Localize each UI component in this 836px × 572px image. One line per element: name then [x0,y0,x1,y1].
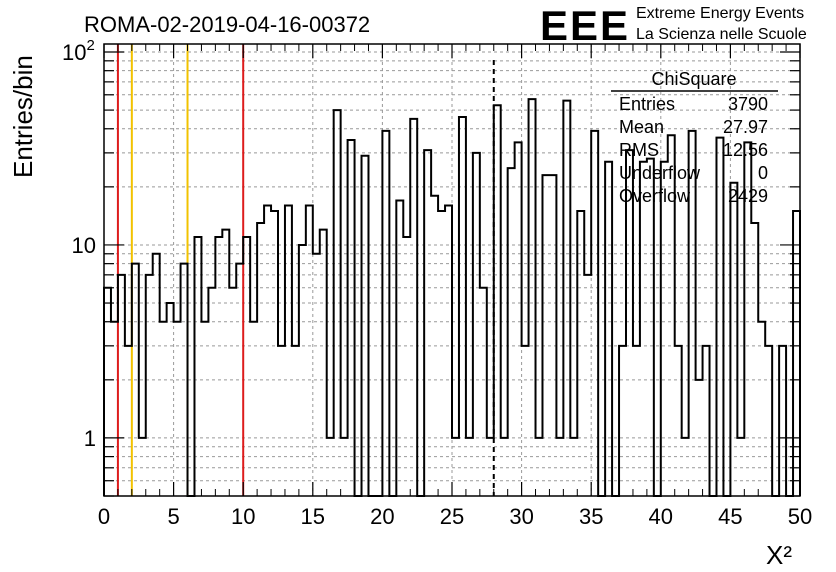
x-tick-label: 30 [509,504,533,529]
x-tick-label: 25 [440,504,464,529]
x-tick-label: 20 [370,504,394,529]
stats-box: ChiSquare Entries 3790 Mean 27.97 RMS 12… [611,69,778,206]
stats-value-mean: 27.97 [723,117,768,137]
stats-value-underflow: 0 [758,163,768,183]
stats-label-overflow: Overflow [619,186,691,206]
eee-logo-mark: EEE [540,2,630,49]
x-tick-label: 5 [167,504,179,529]
eee-logo: EEE Extreme Energy Events La Scienza nel… [540,2,807,49]
y-tick-label: 1 [84,426,96,451]
stats-label-rms: RMS [619,140,659,160]
y-tick-label: 10 [72,233,96,258]
stats-title: ChiSquare [651,69,736,89]
y-tick-label: 102 [62,37,95,65]
stats-label-mean: Mean [619,117,664,137]
x-tick-label: 45 [718,504,742,529]
x-tick-label: 15 [301,504,325,529]
chart-title: ROMA-02-2019-04-16-00372 [84,12,370,37]
x-tick-label: 35 [579,504,603,529]
x-tick-label: 0 [98,504,110,529]
y-axis-label: Entries/bin [8,55,38,178]
x-tick-label: 10 [231,504,255,529]
histogram-outline [103,98,801,497]
x-tick-label: 40 [649,504,673,529]
stats-label-underflow: Underflow [619,163,701,183]
x-tick-label: 50 [788,504,812,529]
logo-line-2: La Scienza nelle Scuole [636,26,807,43]
stats-label-entries: Entries [619,94,675,114]
axis-ticks [103,44,801,497]
x-axis-label: X² [766,540,792,570]
stats-value-rms: 12.56 [723,140,768,160]
stats-value-entries: 3790 [728,94,768,114]
stats-value-overflow: 2429 [728,186,768,206]
tick-labels: 0 5 10 15 20 25 30 35 40 45 50 1 10 102 [62,37,812,529]
logo-line-1: Extreme Energy Events [636,5,804,22]
marker-lines [116,44,495,496]
